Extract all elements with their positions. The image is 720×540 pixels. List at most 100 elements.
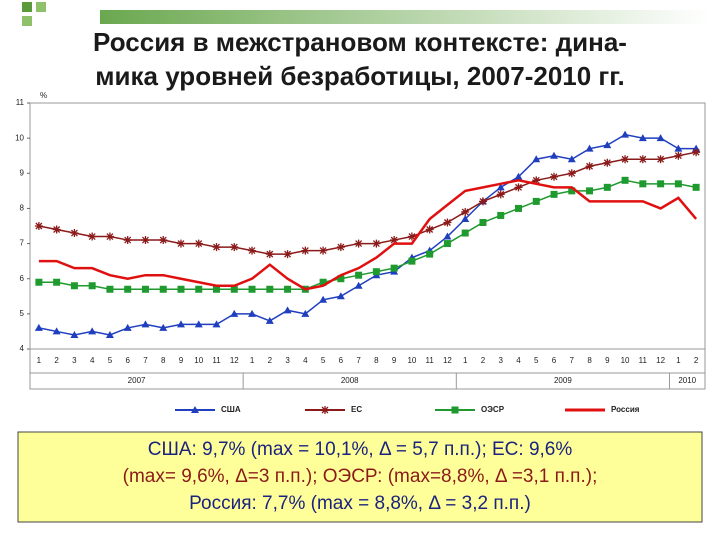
- series: [34, 148, 701, 259]
- y-tick-label: 11: [16, 98, 25, 107]
- marker: [621, 130, 630, 138]
- x-tick-label: 2: [481, 356, 486, 365]
- marker: [496, 190, 505, 199]
- marker: [106, 285, 114, 293]
- marker: [443, 218, 452, 227]
- x-tick-label: 10: [621, 356, 630, 365]
- marker: [141, 285, 149, 293]
- note-box: [17, 431, 703, 523]
- x-tick-label: 6: [339, 356, 344, 365]
- x-tick-label: 4: [90, 356, 95, 365]
- x-tick-label: 10: [407, 356, 416, 365]
- marker: [692, 183, 700, 191]
- marker: [141, 320, 150, 328]
- marker: [212, 243, 221, 252]
- marker: [461, 214, 470, 222]
- x-tick-label: 5: [108, 356, 113, 365]
- marker: [567, 169, 576, 178]
- marker: [301, 246, 310, 255]
- marker: [159, 236, 168, 245]
- marker: [321, 406, 329, 414]
- decor: [22, 2, 32, 12]
- marker: [372, 268, 380, 276]
- marker: [426, 250, 434, 258]
- marker: [585, 144, 594, 152]
- x-tick-label: 2: [268, 356, 273, 365]
- plot-frame: [29, 102, 706, 350]
- marker: [159, 285, 167, 293]
- x-label-frame: [29, 348, 706, 390]
- x-tick-label: 7: [356, 356, 361, 365]
- x-tick-label: 4: [516, 356, 521, 365]
- x-tick-label: 11: [639, 356, 648, 365]
- marker: [213, 285, 221, 293]
- marker: [478, 197, 487, 206]
- marker: [176, 320, 185, 328]
- x-tick-label: 9: [392, 356, 397, 365]
- marker: [425, 225, 434, 234]
- marker: [550, 151, 559, 159]
- marker: [355, 271, 363, 279]
- marker: [141, 236, 150, 245]
- x-tick-label: 6: [552, 356, 557, 365]
- x-tick-label: 11: [426, 356, 435, 365]
- marker: [461, 229, 469, 237]
- marker: [52, 327, 61, 335]
- x-tick-label: 2: [694, 356, 699, 365]
- marker: [176, 239, 185, 248]
- marker: [354, 239, 363, 248]
- x-tick-label: 10: [194, 356, 203, 365]
- marker: [514, 183, 523, 192]
- line: [38, 179, 697, 291]
- note-line: (max= 9,6%, Δ=3 п.п.); ОЭСР: (max=8,8%, …: [123, 466, 598, 487]
- marker: [461, 207, 470, 216]
- y-axis-label: %: [40, 91, 47, 100]
- marker: [53, 278, 61, 286]
- marker: [34, 323, 43, 331]
- marker: [639, 180, 647, 188]
- x-tick-label: 7: [143, 356, 148, 365]
- marker: [443, 240, 451, 248]
- x-tick-label: 8: [587, 356, 592, 365]
- marker: [674, 151, 683, 160]
- marker: [230, 243, 239, 252]
- marker: [177, 285, 185, 293]
- x-tick-label: 12: [656, 356, 665, 365]
- marker: [390, 264, 398, 272]
- marker: [532, 176, 541, 185]
- marker: [408, 257, 416, 265]
- marker: [586, 187, 594, 195]
- y-tick-label: 8: [20, 204, 25, 213]
- marker: [372, 239, 381, 248]
- x-tick-label: 8: [161, 356, 166, 365]
- x-tick-label: 3: [498, 356, 503, 365]
- marker: [674, 144, 683, 152]
- marker: [301, 309, 310, 317]
- marker: [638, 134, 647, 142]
- line: [38, 179, 698, 291]
- marker: [497, 211, 505, 219]
- marker: [674, 180, 682, 188]
- marker: [34, 222, 43, 230]
- x-tick-label: 1: [463, 356, 468, 365]
- x-tick-label: 3: [72, 356, 77, 365]
- x-group-label: 2009: [554, 376, 572, 385]
- x-tick-label: 9: [605, 356, 610, 365]
- x-tick-label: 6: [125, 356, 130, 365]
- line: [38, 151, 697, 255]
- x-tick-label: 1: [676, 356, 681, 365]
- marker: [319, 246, 328, 255]
- marker: [479, 218, 487, 226]
- title: Россия в межстрановом контексте: дина-: [93, 27, 627, 57]
- marker: [621, 155, 630, 164]
- marker: [124, 285, 132, 293]
- marker: [248, 246, 257, 255]
- x-tick-label: 3: [285, 356, 290, 365]
- marker: [265, 316, 274, 324]
- marker: [568, 187, 576, 195]
- marker: [532, 155, 541, 163]
- marker: [443, 232, 452, 240]
- marker: [657, 180, 665, 188]
- decor: [22, 16, 32, 26]
- legend-label: США: [221, 405, 241, 414]
